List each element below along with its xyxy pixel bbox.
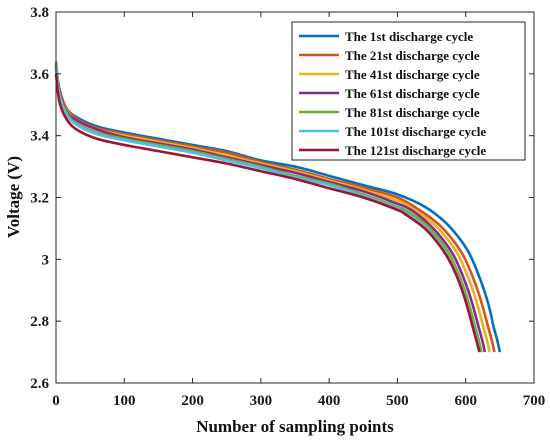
y-tick-label: 3.8 xyxy=(30,5,49,21)
legend-label-5: The 81st discharge cycle xyxy=(345,105,480,120)
x-tick-label: 0 xyxy=(52,393,60,409)
x-tick-label: 300 xyxy=(250,393,273,409)
y-tick-label: 3 xyxy=(42,252,50,268)
series-line-2 xyxy=(54,67,496,353)
x-tick-label: 500 xyxy=(386,393,409,409)
legend-label-3: The 41st discharge cycle xyxy=(345,67,480,82)
x-tick-label: 100 xyxy=(113,393,136,409)
y-tick-label: 2.6 xyxy=(30,376,49,392)
y-tick-label: 2.8 xyxy=(30,314,49,330)
series-line-5 xyxy=(54,61,483,353)
legend-label-4: The 61st discharge cycle xyxy=(345,86,480,101)
series-line-7 xyxy=(54,73,481,353)
legend-label-6: The 101st discharge cycle xyxy=(345,124,486,139)
legend: The 1st discharge cycle The 21st discharg… xyxy=(291,21,526,161)
legend-label-2: The 21st discharge cycle xyxy=(345,48,480,63)
series-line-4 xyxy=(54,64,487,353)
y-tick-label: 3.2 xyxy=(30,191,49,207)
axis-ticks: 0 100 200 300 400 500 600 700 2.6 2.8 3 3.2 3.4 3.6 3.… xyxy=(30,5,545,409)
legend-label-7: The 121st discharge cycle xyxy=(345,143,486,158)
y-axis-title: Voltage (V) xyxy=(4,156,23,238)
x-tick-label: 700 xyxy=(523,393,546,409)
x-tick-label: 400 xyxy=(318,393,341,409)
x-tick-label: 600 xyxy=(454,393,477,409)
y-tick-label: 3.4 xyxy=(30,129,49,145)
legend-label-1: The 1st discharge cycle xyxy=(345,29,473,44)
series-line-1 xyxy=(54,67,502,353)
x-axis-title: Number of sampling points xyxy=(196,417,394,436)
x-tick-label: 200 xyxy=(181,393,204,409)
series-lines xyxy=(54,61,502,353)
y-tick-label: 3.6 xyxy=(30,67,49,83)
legend-box xyxy=(291,21,526,161)
